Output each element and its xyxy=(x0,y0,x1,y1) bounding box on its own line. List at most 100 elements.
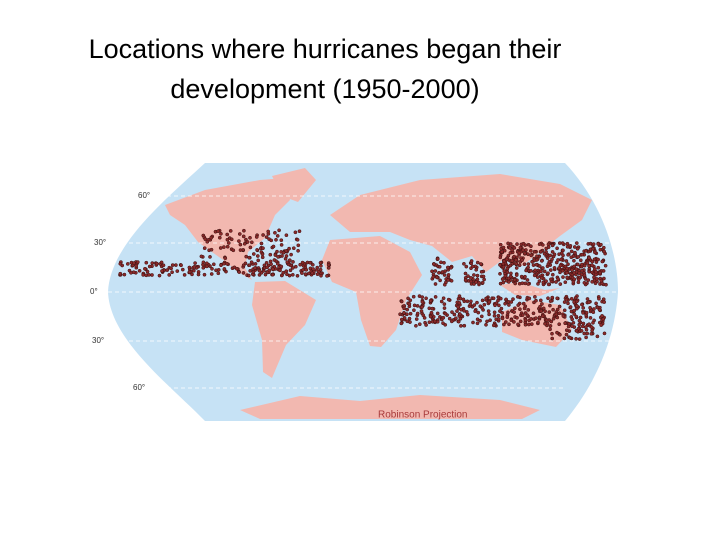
hurricane-dot xyxy=(566,324,571,329)
hurricane-dot xyxy=(427,320,432,325)
hurricane-dot xyxy=(279,273,284,278)
hurricane-dot xyxy=(572,264,577,269)
hurricane-dot xyxy=(554,312,559,317)
hurricane-dot xyxy=(242,241,247,246)
hurricane-dot xyxy=(306,271,311,276)
hurricane-dot xyxy=(402,316,407,320)
hurricane-dot xyxy=(154,261,159,266)
hurricane-dot xyxy=(283,256,288,261)
hurricane-dot xyxy=(223,256,228,261)
hurricane-dot xyxy=(219,231,223,236)
hurricane-dot xyxy=(525,278,530,282)
hurricane-dot xyxy=(592,307,596,311)
hurricane-dot xyxy=(150,273,154,277)
hurricane-dot xyxy=(597,308,602,312)
projection-caption: Robinson Projection xyxy=(378,410,468,421)
hurricane-dot xyxy=(543,321,547,326)
hurricane-dot xyxy=(209,235,214,240)
hurricane-dot xyxy=(399,317,404,322)
hurricane-dot xyxy=(237,239,241,243)
hurricane-dot xyxy=(441,315,446,320)
hurricane-dot xyxy=(407,316,412,321)
hurricane-dot xyxy=(469,259,474,263)
hurricane-dot xyxy=(275,234,280,238)
hurricane-dot xyxy=(241,271,246,275)
hurricane-dot xyxy=(143,266,147,271)
hurricane-dot xyxy=(487,300,492,304)
hurricane-dot xyxy=(137,268,142,273)
hurricane-dot xyxy=(572,258,576,263)
hurricane-dot xyxy=(576,255,581,259)
hurricane-dot xyxy=(514,273,519,277)
hurricane-dot xyxy=(442,273,447,277)
hurricane-dot xyxy=(462,308,466,313)
hurricane-dot xyxy=(295,273,300,278)
hurricane-dot xyxy=(253,266,257,270)
hurricane-dot xyxy=(594,260,599,264)
hurricane-dot xyxy=(445,265,450,270)
hurricane-dot xyxy=(580,252,585,257)
hurricane-dot xyxy=(446,273,451,277)
hurricane-dot xyxy=(247,255,252,260)
hurricane-dot xyxy=(260,255,265,260)
hurricane-dot xyxy=(433,295,438,299)
hurricane-dot xyxy=(295,237,300,242)
hurricane-dot xyxy=(505,315,510,320)
hurricane-dot xyxy=(585,297,590,301)
hurricane-dot xyxy=(593,250,597,255)
hurricane-dot xyxy=(228,229,233,233)
hurricane-dot xyxy=(496,298,500,303)
hurricane-dot xyxy=(284,233,289,238)
hurricane-dot xyxy=(597,296,601,301)
hurricane-dot xyxy=(598,270,602,275)
hurricane-dot xyxy=(229,237,234,242)
hurricane-dot xyxy=(174,263,178,267)
hurricane-dot xyxy=(279,238,284,243)
hurricane-dot xyxy=(577,337,582,341)
hurricane-dot xyxy=(518,245,523,250)
hurricane-dot xyxy=(585,261,590,265)
hurricane-dot xyxy=(492,313,497,318)
latitude-label: 0° xyxy=(90,287,98,296)
hurricane-dot xyxy=(538,298,543,303)
hurricane-dot xyxy=(565,266,570,271)
hurricane-dot xyxy=(526,265,530,270)
hurricane-dot xyxy=(503,320,508,324)
hurricane-dot xyxy=(287,246,291,251)
hurricane-dot xyxy=(300,271,304,275)
hurricane-dot xyxy=(523,318,528,323)
hurricane-dot xyxy=(581,311,585,315)
hurricane-dot xyxy=(546,245,551,250)
hurricane-dot xyxy=(470,264,475,269)
hurricane-dot xyxy=(276,255,280,259)
hurricane-dot xyxy=(508,263,513,268)
hurricane-dot xyxy=(570,324,574,329)
hurricane-dot xyxy=(562,300,567,304)
hurricane-dot xyxy=(318,260,323,265)
hurricane-dot xyxy=(417,322,422,327)
hurricane-dot xyxy=(507,322,511,327)
hurricane-dot xyxy=(506,310,510,315)
hurricane-dot xyxy=(254,235,259,239)
hurricane-dot xyxy=(526,252,530,257)
hurricane-dot xyxy=(560,241,565,245)
hurricane-dot xyxy=(591,310,596,315)
hurricane-dot xyxy=(540,243,545,247)
hurricane-dot xyxy=(511,297,515,301)
hurricane-dot xyxy=(526,282,531,286)
hurricane-dot xyxy=(471,320,475,325)
hurricane-dot xyxy=(531,311,536,316)
hurricane-dot xyxy=(538,304,542,309)
hurricane-dot xyxy=(429,310,434,315)
hurricane-dot xyxy=(433,269,438,273)
hurricane-dot xyxy=(241,234,246,239)
hurricane-dot xyxy=(548,253,553,258)
hurricane-dot xyxy=(569,296,574,301)
hurricane-dot xyxy=(584,335,588,340)
hurricane-dot xyxy=(248,245,253,250)
hurricane-dot xyxy=(601,317,606,322)
hurricane-dot xyxy=(412,308,416,313)
hurricane-dot xyxy=(585,331,590,336)
hurricane-dot xyxy=(550,336,555,341)
